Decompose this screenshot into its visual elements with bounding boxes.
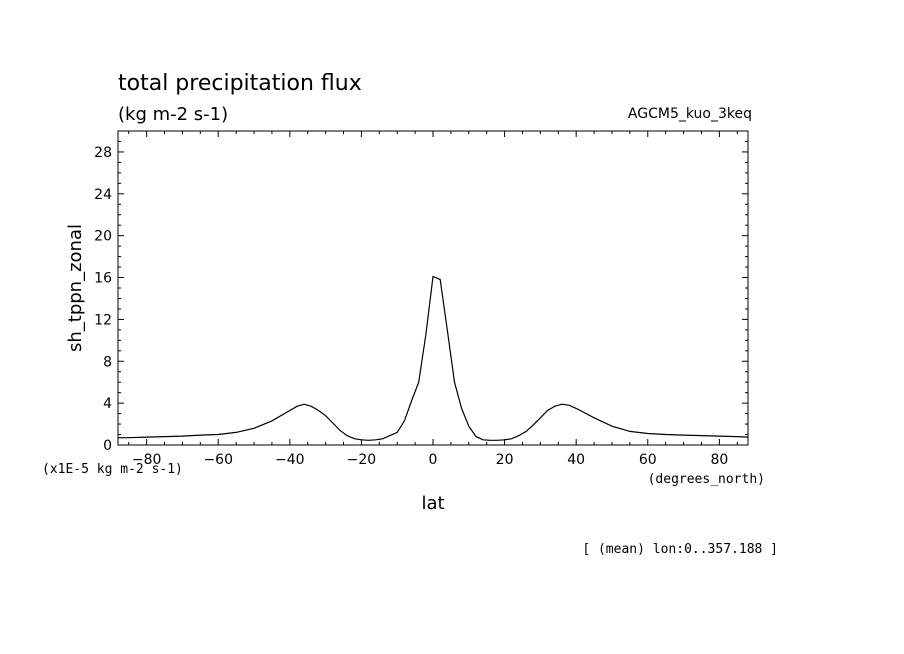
y-axis-ticks: 0 4 8 12 16 20 24 28 <box>94 140 748 454</box>
y-axis-label: sh_tppn_zonal <box>65 224 86 352</box>
chart-title: total precipitation flux <box>118 71 362 96</box>
y-scale-note: (x1E-5 kg m-2 s-1) <box>42 462 183 477</box>
dataset-label: AGCM5_kuo_3keq <box>628 106 752 122</box>
x-axis-label: lat <box>421 493 444 514</box>
series-line <box>118 275 749 441</box>
plot-frame <box>117 130 749 446</box>
y-tick-label: 4 <box>103 396 112 412</box>
x-tick-label: 20 <box>496 452 514 468</box>
x-tick-label: 60 <box>639 452 657 468</box>
chart-units: (kg m-2 s-1) <box>118 104 228 125</box>
x-axis-ticks: −80 −60 −40 −20 0 20 40 60 80 <box>128 131 738 468</box>
y-tick-label: 20 <box>94 229 112 245</box>
x-tick-label: −80 <box>132 452 162 468</box>
y-tick-label: 16 <box>94 271 112 287</box>
y-tick-label: 12 <box>94 312 112 328</box>
x-tick-label: 0 <box>429 452 438 468</box>
x-tick-label: 40 <box>567 452 585 468</box>
footer-note: [ (mean) lon:0..357.188 ] <box>582 542 778 557</box>
x-tick-label: 80 <box>710 452 728 468</box>
x-tick-label: −40 <box>275 452 305 468</box>
y-tick-label: 8 <box>103 354 112 370</box>
y-tick-label: 0 <box>103 438 112 454</box>
x-units-label: (degrees_north) <box>648 472 765 487</box>
x-tick-label: −60 <box>203 452 233 468</box>
y-tick-label: 24 <box>94 187 112 203</box>
y-tick-label: 28 <box>94 145 112 161</box>
x-tick-label: −20 <box>347 452 377 468</box>
